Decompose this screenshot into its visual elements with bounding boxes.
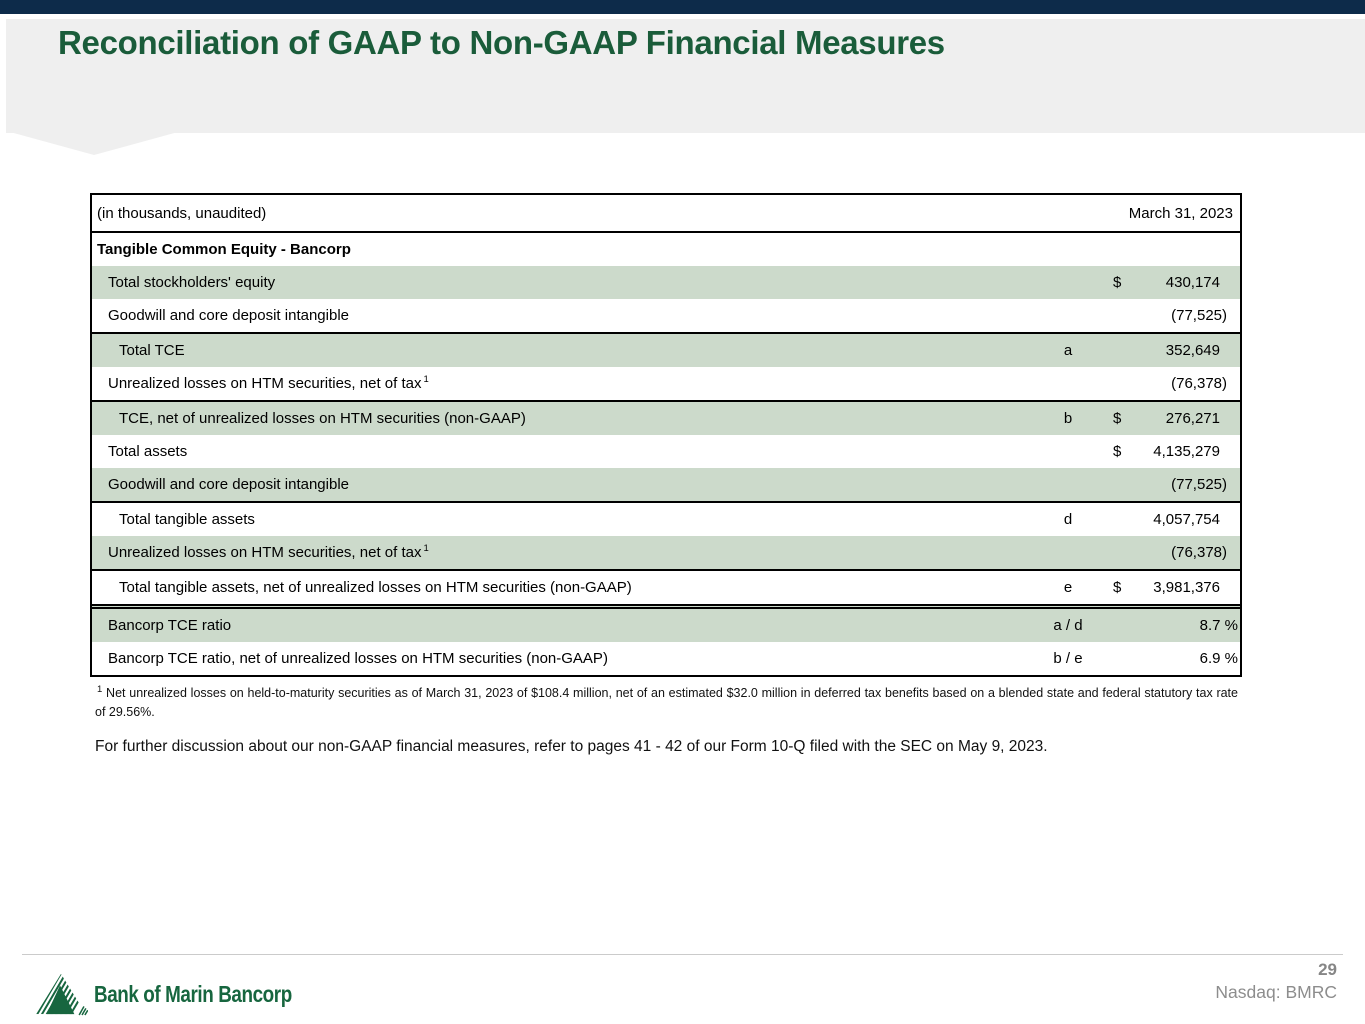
reconciliation-table: (in thousands, unaudited) March 31, 2023… — [90, 193, 1242, 677]
row-value: 352,649 — [1165, 342, 1220, 359]
row-label-text: Unrealized losses on HTM securities, net… — [108, 544, 422, 561]
row-label: Total tangible assets — [119, 511, 255, 528]
row-value: 430,174 — [1165, 274, 1220, 291]
row-label: Total TCE — [119, 342, 185, 359]
ticker-label: Nasdaq: BMRC — [1215, 982, 1337, 1002]
row-label: Total tangible assets, net of unrealized… — [119, 579, 632, 596]
table-row: Bancorp TCE ratio, net of unrealized los… — [92, 642, 1240, 675]
row-label: Bancorp TCE ratio, net of unrealized los… — [108, 650, 608, 667]
row-ref-letter: a — [1063, 342, 1073, 359]
row-ref-letter: b — [1063, 410, 1073, 427]
header-band — [6, 19, 1365, 133]
row-dollar-sign: $ — [1113, 579, 1122, 596]
table-section-header: Tangible Common Equity - Bancorp — [97, 241, 351, 258]
row-label: Total assets — [108, 443, 188, 460]
table-date-header: March 31, 2023 — [1128, 204, 1233, 222]
header-band-notch — [10, 132, 178, 155]
footer-divider — [22, 954, 1343, 955]
row-value: 8.7 % — [1199, 617, 1238, 634]
row-label: Unrealized losses on HTM securities, net… — [92, 544, 1040, 561]
company-logo-text: Bank of Marin Bancorp — [94, 980, 292, 1007]
page-number: 29 — [1318, 960, 1337, 979]
footnote-marker: 1 — [97, 683, 103, 695]
table-row: Unrealized losses on HTM securities, net… — [92, 367, 1240, 400]
row-ref-letter: d — [1063, 511, 1073, 528]
row-label: Goodwill and core deposit intangible — [108, 307, 349, 324]
table-units-label: (in thousands, unaudited) — [97, 204, 267, 222]
footnote-marker: 1 — [423, 544, 429, 554]
row-label: TCE, net of unrealized losses on HTM sec… — [119, 410, 526, 427]
row-value: (76,378) — [1171, 375, 1227, 392]
table-row: Goodwill and core deposit intangible (77… — [92, 299, 1240, 332]
row-label: Bancorp TCE ratio — [108, 617, 232, 634]
footnote-marker: 1 — [423, 375, 429, 385]
table-row: Goodwill and core deposit intangible (77… — [92, 468, 1240, 501]
row-value: 3,981,376 — [1153, 579, 1220, 596]
row-dollar-sign: $ — [1113, 410, 1122, 427]
table-row: Total assets $ 4,135,279 — [92, 435, 1240, 468]
row-value: (77,525) — [1171, 307, 1227, 324]
page-title: Reconciliation of GAAP to Non-GAAP Finan… — [58, 24, 945, 61]
table-row: Total tangible assets d 4,057,754 — [92, 501, 1240, 536]
table-row: Unrealized losses on HTM securities, net… — [92, 536, 1240, 569]
row-dollar-sign: $ — [1113, 443, 1122, 460]
table-section-header-row: Tangible Common Equity - Bancorp — [92, 233, 1240, 266]
table-row: Total tangible assets, net of unrealized… — [92, 569, 1240, 604]
mountain-logo-icon — [36, 973, 88, 1016]
row-value: 4,057,754 — [1153, 511, 1220, 528]
row-dollar-sign: $ — [1113, 274, 1122, 291]
footnote: 1 Net unrealized losses on held-to-matur… — [95, 684, 1238, 723]
table-row: Total TCE a 352,649 — [92, 332, 1240, 367]
table-meta-row: (in thousands, unaudited) March 31, 2023 — [92, 195, 1240, 233]
table-row: TCE, net of unrealized losses on HTM sec… — [92, 400, 1240, 435]
row-value: (77,525) — [1171, 476, 1227, 493]
table-row: Total stockholders' equity $ 430,174 — [92, 266, 1240, 299]
row-label: Goodwill and core deposit intangible — [108, 476, 349, 493]
footnote-text: Net unrealized losses on held-to-maturit… — [95, 686, 1238, 720]
row-ref-letter: b / e — [1053, 650, 1083, 667]
top-accent-bar — [0, 0, 1365, 14]
row-ref-letter: a / d — [1053, 617, 1083, 634]
row-value: 4,135,279 — [1153, 443, 1220, 460]
row-value: (76,378) — [1171, 544, 1227, 561]
company-logo: Bank of Marin Bancorp — [34, 972, 335, 1016]
row-value: 6.9 % — [1199, 650, 1238, 667]
row-label-text: Unrealized losses on HTM securities, net… — [108, 375, 422, 392]
row-label: Unrealized losses on HTM securities, net… — [92, 375, 1040, 392]
row-ref-letter: e — [1063, 579, 1073, 596]
discussion-note: For further discussion about our non-GAA… — [95, 738, 1048, 755]
table-row: Bancorp TCE ratio a / d 8.7 % — [92, 604, 1240, 642]
row-value: 276,271 — [1165, 410, 1220, 427]
row-label: Total stockholders' equity — [108, 274, 276, 291]
